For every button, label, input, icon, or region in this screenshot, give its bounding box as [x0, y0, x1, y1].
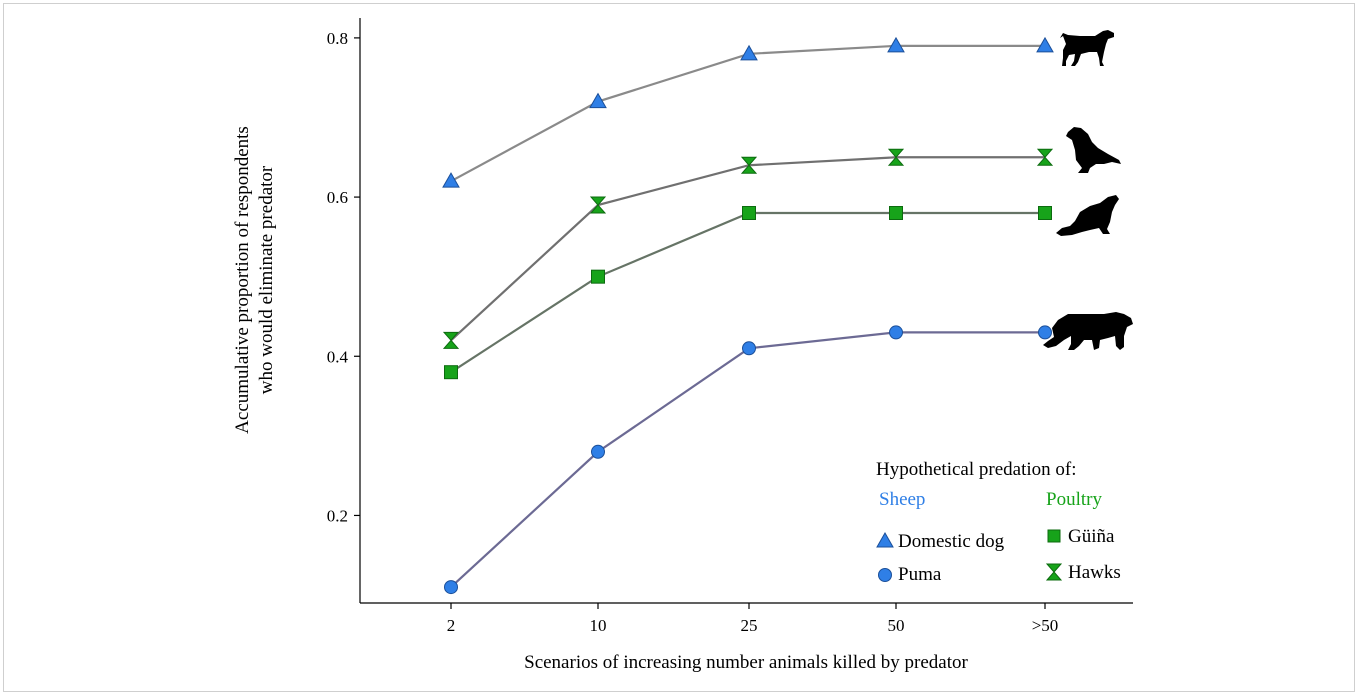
data-point-dog — [887, 36, 905, 53]
data-point-hawks — [887, 148, 905, 166]
y-tick-label: 0.2 — [327, 506, 348, 525]
legend-triangle-marker — [876, 531, 894, 548]
x-axis-title: Scenarios of increasing number animals k… — [524, 652, 968, 673]
legend: Hypothetical predation of: Sheep Poultry… — [876, 459, 1121, 585]
guina-silhouette-icon — [1056, 195, 1119, 236]
data-point-dog — [1036, 36, 1054, 53]
x-tick-label: 25 — [741, 616, 758, 635]
series-points — [442, 36, 1054, 595]
data-point-hawks — [589, 196, 607, 214]
y-axis-title-line1: Accumulative proportion of respondents — [232, 126, 253, 434]
y-axis-ticks: 0.2 0.4 0.6 0.8 — [327, 29, 360, 525]
data-point-hawks — [442, 331, 460, 349]
data-point-guina — [444, 365, 458, 380]
data-point-guina — [591, 269, 605, 284]
legend-group-poultry: Poultry — [1046, 489, 1102, 510]
data-point-dog — [589, 92, 607, 109]
series-line-hawks — [450, 156, 1045, 342]
x-axis-ticks: 2 10 25 50 >50 — [447, 603, 1059, 635]
data-point-dog — [740, 44, 758, 61]
x-tick-label: 50 — [888, 616, 905, 635]
legend-label-puma: Puma — [898, 564, 942, 585]
data-point-guina — [742, 206, 756, 220]
legend-label-hawks: Hawks — [1068, 562, 1121, 583]
legend-group-sheep: Sheep — [879, 489, 925, 510]
data-point-puma — [742, 341, 756, 356]
y-axis-title: Accumulative proportion of respondents w… — [232, 126, 277, 434]
x-tick-label: >50 — [1032, 616, 1059, 635]
legend-label-guina: Güiña — [1068, 526, 1115, 547]
legend-label-domestic-dog: Domestic dog — [898, 531, 1005, 552]
data-point-puma — [444, 580, 458, 595]
x-tick-label: 10 — [590, 616, 607, 635]
data-point-puma — [591, 444, 605, 459]
series-lines — [450, 44, 1045, 588]
data-point-puma — [1038, 325, 1052, 340]
y-axis-title-line2: who would eliminate predator — [256, 165, 277, 394]
y-tick-label: 0.6 — [327, 188, 348, 207]
figure-frame — [3, 3, 1355, 692]
data-point-puma — [889, 325, 903, 340]
y-tick-label: 0.4 — [327, 347, 349, 366]
data-point-guina — [1038, 206, 1052, 220]
puma-silhouette-icon — [1043, 312, 1133, 350]
data-point-hawks — [740, 156, 758, 174]
y-tick-label: 0.8 — [327, 29, 348, 48]
data-point-guina — [889, 206, 903, 220]
legend-circle-marker — [878, 568, 892, 582]
legend-title: Hypothetical predation of: — [876, 459, 1077, 480]
dog-silhouette-icon — [1060, 30, 1114, 66]
data-point-hawks — [1036, 148, 1054, 166]
x-tick-label: 2 — [447, 616, 456, 635]
data-point-dog — [442, 172, 460, 188]
hawk-silhouette-icon — [1066, 127, 1121, 173]
legend-hourglass-marker — [1045, 563, 1063, 581]
legend-square-marker — [1047, 529, 1061, 543]
